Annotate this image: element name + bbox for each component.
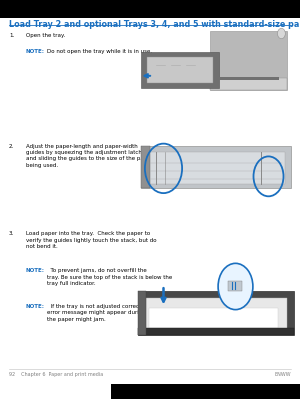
FancyBboxPatch shape	[147, 57, 213, 83]
FancyBboxPatch shape	[146, 298, 286, 329]
Text: To prevent jams, do not overfill the
tray. Be sure the top of the stack is below: To prevent jams, do not overfill the tra…	[47, 268, 172, 286]
Text: NOTE:: NOTE:	[26, 304, 44, 309]
FancyBboxPatch shape	[0, 0, 300, 18]
Text: Load paper into the tray.  Check the paper to
verify the guides lightly touch th: Load paper into the tray. Check the pape…	[26, 231, 156, 249]
FancyBboxPatch shape	[138, 328, 294, 335]
Text: 2.: 2.	[9, 144, 14, 149]
FancyBboxPatch shape	[228, 281, 242, 291]
Text: 3.: 3.	[9, 231, 14, 237]
Text: ENWW: ENWW	[274, 372, 291, 377]
Text: 92    Chapter 6  Paper and print media: 92 Chapter 6 Paper and print media	[9, 372, 103, 377]
Circle shape	[278, 28, 285, 39]
FancyBboxPatch shape	[216, 77, 279, 80]
Text: Do not open the tray while it is in use.: Do not open the tray while it is in use.	[47, 49, 152, 54]
Text: 1.: 1.	[9, 33, 14, 38]
FancyBboxPatch shape	[210, 78, 286, 90]
FancyBboxPatch shape	[141, 146, 291, 188]
FancyBboxPatch shape	[141, 146, 150, 188]
Text: Open the tray.: Open the tray.	[26, 33, 65, 38]
Text: If the tray is not adjusted correctly, an
error message might appear during prin: If the tray is not adjusted correctly, a…	[47, 304, 176, 322]
Text: NOTE:: NOTE:	[26, 49, 44, 54]
FancyBboxPatch shape	[111, 384, 300, 399]
FancyBboxPatch shape	[141, 52, 219, 88]
FancyBboxPatch shape	[148, 308, 278, 328]
FancyBboxPatch shape	[210, 31, 286, 90]
FancyBboxPatch shape	[147, 152, 285, 184]
Text: Load Tray 2 and optional Trays 3, 4, and 5 with standard-size paper: Load Tray 2 and optional Trays 3, 4, and…	[9, 20, 300, 29]
Circle shape	[218, 263, 253, 310]
FancyBboxPatch shape	[138, 291, 146, 335]
Text: Adjust the paper-length and paper-width
guides by squeezing the adjustment latch: Adjust the paper-length and paper-width …	[26, 144, 152, 168]
Text: NOTE:: NOTE:	[26, 268, 44, 273]
FancyBboxPatch shape	[138, 291, 294, 335]
